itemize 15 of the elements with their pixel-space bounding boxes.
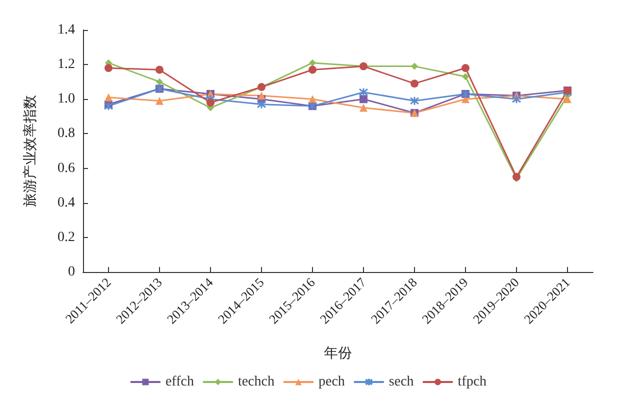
x-axis-title: 年份	[324, 346, 352, 362]
y-tick-label: 0.6	[58, 160, 75, 176]
y-tick-label: 1.0	[58, 92, 75, 107]
y-tick-label: 0.2	[58, 230, 75, 245]
y-tick-label: 0.8	[58, 126, 75, 142]
y-tick-label: 1.4	[58, 22, 75, 38]
y-axis-title: 旅游产业效率指数	[22, 95, 38, 207]
y-tick-label: 0.4	[58, 195, 75, 210]
legend-label: tfpch	[458, 374, 487, 390]
legend-label: techch	[238, 374, 274, 390]
legend-label: pech	[318, 374, 345, 390]
legend-label: effch	[165, 374, 194, 390]
y-tick-label: 1.2	[58, 57, 75, 72]
legend-label: sech	[388, 374, 414, 390]
y-tick-label: 0	[68, 264, 75, 280]
